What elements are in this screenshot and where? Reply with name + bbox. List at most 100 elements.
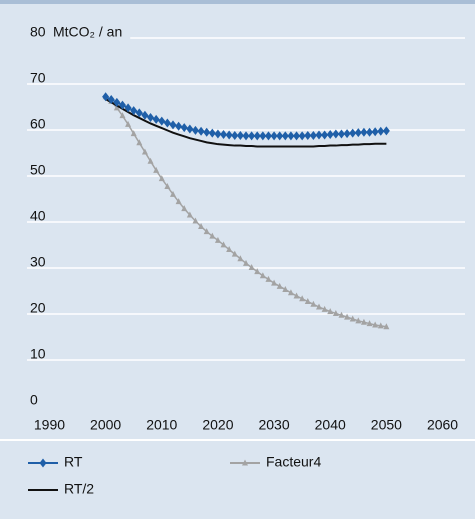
marker: [276, 282, 283, 289]
x-tick-label: 2000: [90, 417, 121, 433]
marker: [264, 131, 272, 141]
marker: [248, 263, 255, 270]
marker: [383, 323, 390, 330]
marker: [242, 131, 250, 141]
marker: [158, 175, 165, 182]
marker: [371, 127, 379, 137]
marker: [209, 232, 216, 239]
marker: [192, 217, 199, 224]
marker: [366, 320, 373, 327]
marker: [180, 123, 188, 133]
x-tick-label: 1990: [34, 417, 65, 433]
marker: [124, 103, 132, 113]
marker: [170, 190, 176, 197]
marker: [225, 130, 233, 140]
x-tick-label: 2040: [315, 417, 346, 433]
marker: [186, 124, 194, 134]
y-tick-label: 40: [30, 208, 46, 224]
marker: [293, 131, 301, 141]
marker: [175, 198, 182, 205]
marker: [198, 223, 205, 230]
marker: [181, 205, 188, 212]
x-tick-label: 2010: [146, 417, 177, 433]
marker: [326, 130, 334, 140]
marker: [203, 228, 210, 235]
marker: [310, 300, 317, 307]
marker: [298, 131, 306, 141]
legend-marker: [242, 459, 248, 466]
marker: [147, 113, 155, 122]
marker: [343, 129, 351, 139]
marker: [332, 309, 339, 316]
marker: [147, 157, 154, 164]
marker: [135, 108, 143, 118]
marker: [248, 131, 256, 141]
y-tick-label: 70: [30, 70, 46, 86]
marker: [349, 315, 356, 322]
marker: [119, 112, 126, 119]
marker: [287, 289, 294, 296]
marker: [327, 308, 334, 315]
marker: [237, 255, 244, 262]
marker: [243, 259, 249, 266]
marker: [259, 272, 266, 279]
marker: [130, 106, 138, 116]
marker: [197, 126, 205, 136]
marker: [113, 104, 120, 111]
marker: [214, 129, 222, 139]
marker: [282, 286, 289, 293]
marker: [315, 130, 323, 140]
y-tick-label: 10: [30, 346, 46, 362]
marker: [355, 317, 362, 324]
marker: [321, 305, 328, 312]
marker: [299, 295, 306, 302]
marker: [141, 148, 148, 155]
marker: [372, 321, 379, 328]
marker: [354, 128, 362, 138]
marker: [304, 130, 312, 140]
marker: [231, 250, 238, 257]
marker: [130, 130, 137, 137]
marker: [366, 127, 374, 137]
legend-marker: [39, 458, 47, 468]
marker: [259, 131, 267, 141]
legend-label: Facteur4: [266, 454, 321, 470]
marker: [382, 126, 390, 136]
marker: [265, 275, 272, 282]
marker: [102, 92, 110, 102]
marker: [253, 131, 261, 141]
marker: [338, 311, 345, 318]
series-line: [105, 98, 387, 148]
marker: [270, 131, 278, 141]
top-band: [0, 0, 475, 4]
marker: [163, 118, 171, 128]
marker: [118, 100, 126, 110]
marker: [254, 268, 261, 275]
y-tick-label: 30: [30, 254, 46, 270]
marker: [107, 95, 115, 105]
legend-label: RT/2: [64, 481, 94, 497]
marker: [220, 130, 228, 140]
marker: [287, 131, 295, 141]
marker: [377, 322, 384, 329]
marker: [276, 131, 284, 141]
y-tick-label: 60: [30, 116, 46, 132]
marker: [293, 292, 300, 299]
marker: [220, 241, 227, 248]
marker: [191, 125, 199, 135]
marker: [214, 236, 221, 243]
marker: [236, 130, 244, 140]
marker: [321, 130, 329, 140]
marker: [377, 126, 385, 136]
marker: [152, 114, 160, 124]
marker: [309, 130, 317, 140]
marker: [153, 166, 160, 173]
marker: [125, 120, 132, 127]
marker: [271, 279, 278, 286]
x-tick-label: 2050: [371, 417, 402, 433]
marker: [141, 110, 149, 120]
marker: [226, 246, 233, 253]
marker: [349, 128, 357, 138]
marker: [231, 130, 239, 140]
